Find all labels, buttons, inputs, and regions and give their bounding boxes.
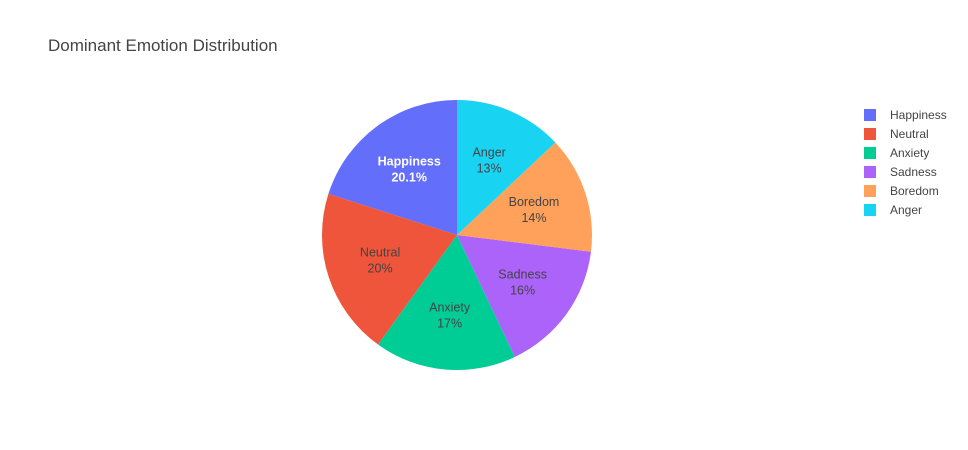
legend-item-anxiety[interactable]: Anxiety xyxy=(864,146,929,160)
legend-label-boredom: Boredom xyxy=(890,184,939,198)
slice-label-boredom: Boredom xyxy=(509,195,560,209)
pie-slice-boredom[interactable] xyxy=(457,142,592,252)
legend-label-happiness: Happiness xyxy=(890,108,947,122)
legend-swatch-sadness xyxy=(864,166,876,178)
pie-slice-anxiety[interactable] xyxy=(378,235,515,370)
slice-percent-neutral: 20% xyxy=(368,261,393,275)
slice-label-neutral: Neutral xyxy=(360,245,400,259)
slice-label-anger: Anger xyxy=(472,146,505,160)
legend-label-anger: Anger xyxy=(890,203,922,217)
pie-labels: Happiness 20.1% Neutral 20% Anxiety 17% Sadnes… xyxy=(360,146,559,331)
slice-label-happiness: Happiness xyxy=(378,155,441,169)
slice-percent-anxiety: 17% xyxy=(437,317,462,331)
legend-label-sadness: Sadness xyxy=(890,165,937,179)
chart-title: Dominant Emotion Distribution xyxy=(48,36,278,55)
pie-slices xyxy=(322,100,592,370)
legend-item-anger[interactable]: Anger xyxy=(864,203,922,217)
legend-swatch-happiness xyxy=(864,109,876,121)
legend-item-happiness[interactable]: Happiness xyxy=(864,108,947,122)
slice-label-anxiety: Anxiety xyxy=(429,301,471,315)
slice-percent-boredom: 14% xyxy=(521,211,546,225)
slice-label-sadness: Sadness xyxy=(498,267,547,281)
slice-percent-sadness: 16% xyxy=(510,283,535,297)
pie-slice-neutral[interactable] xyxy=(322,193,457,345)
pie-slice-anger[interactable] xyxy=(457,100,556,235)
legend-swatch-neutral xyxy=(864,128,876,140)
legend-label-neutral: Neutral xyxy=(890,127,929,141)
pie-slice-sadness[interactable] xyxy=(457,235,591,357)
legend-item-neutral[interactable]: Neutral xyxy=(864,127,929,141)
legend-item-sadness[interactable]: Sadness xyxy=(864,165,937,179)
slice-percent-happiness: 20.1% xyxy=(391,171,426,185)
slice-percent-anger: 13% xyxy=(477,162,502,176)
legend-swatch-anxiety xyxy=(864,147,876,159)
legend-swatch-boredom xyxy=(864,185,876,197)
legend-label-anxiety: Anxiety xyxy=(890,146,929,160)
pie-slice-happiness[interactable] xyxy=(328,100,457,235)
legend[interactable]: Happiness Neutral Anxiety Sadness Boredom Ang… xyxy=(864,108,947,217)
legend-item-boredom[interactable]: Boredom xyxy=(864,184,939,198)
legend-swatch-anger xyxy=(864,204,876,216)
